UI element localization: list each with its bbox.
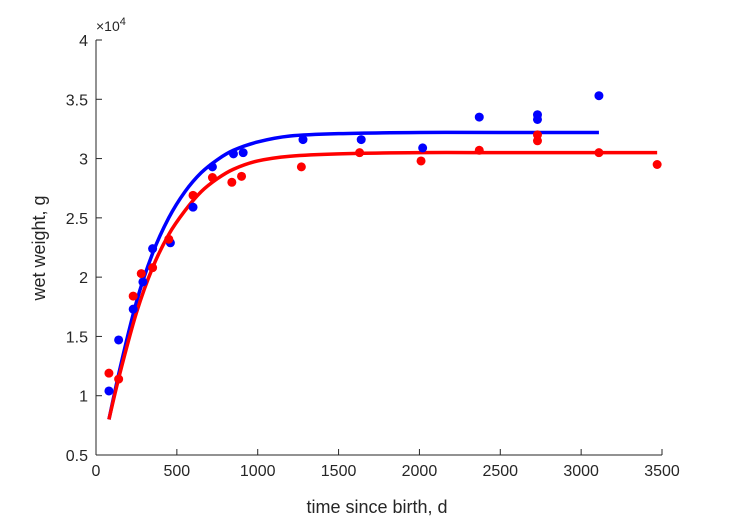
x-tick-label: 1500 [321, 463, 357, 480]
data-point-1 [164, 234, 174, 244]
x-axis-label: time since birth, d [306, 497, 447, 517]
data-point-0 [104, 386, 114, 396]
data-point-0 [532, 110, 542, 120]
fit-curve-0 [107, 130, 599, 420]
y-tick-label: 4 [79, 33, 88, 50]
data-point-1 [416, 156, 426, 166]
x-tick-label: 0 [92, 463, 101, 480]
data-point-1 [114, 374, 124, 384]
data-point-0 [138, 277, 148, 287]
data-point-0 [228, 149, 238, 159]
data-point-0 [128, 304, 138, 314]
x-tick-label: 500 [164, 463, 191, 480]
x-tick-label: 1000 [240, 463, 276, 480]
y-tick-label: 0.5 [66, 448, 88, 465]
data-point-1 [136, 269, 146, 279]
x-tick-label: 3000 [563, 463, 599, 480]
y-tick-label: 3 [79, 152, 88, 169]
data-point-1 [104, 368, 114, 378]
data-point-1 [227, 177, 237, 187]
data-point-1 [148, 263, 158, 273]
x-tick-label: 2500 [482, 463, 518, 480]
data-point-0 [356, 135, 366, 145]
data-point-0 [418, 143, 428, 153]
x-tick-label: 2000 [402, 463, 438, 480]
y-tick-label: 1.5 [66, 329, 88, 346]
data-point-0 [148, 244, 158, 254]
x-tick-label: 3500 [644, 463, 680, 480]
y-tick-label: 2.5 [66, 211, 88, 228]
data-point-1 [188, 190, 198, 200]
data-point-1 [207, 173, 217, 183]
y-multiplier-base: ×10 [96, 18, 120, 34]
y-tick-label: 1 [79, 389, 88, 406]
y-tick-label: 2 [79, 270, 88, 287]
data-point-0 [238, 148, 248, 158]
data-point-1 [652, 160, 662, 169]
data-point-0 [207, 162, 217, 172]
data-point-0 [114, 335, 124, 345]
data-point-1 [474, 145, 484, 155]
data-point-0 [474, 112, 484, 122]
data-point-0 [188, 202, 198, 212]
y-multiplier-exponent: 4 [120, 16, 126, 28]
data-point-1 [296, 162, 306, 172]
data-point-1 [355, 148, 365, 158]
data-point-1 [128, 291, 138, 301]
y-axis-label: wet weight, g [29, 195, 49, 301]
data-point-1 [237, 171, 247, 181]
y-tick-label: 3.5 [66, 92, 88, 109]
y-multiplier-label: ×104 [96, 16, 126, 34]
data-point-1 [594, 148, 604, 158]
data-point-0 [594, 91, 604, 101]
data-point-0 [298, 135, 308, 145]
plot-area: 0 500 1000 1500 2000 2500 3000 3500 0.5 1 1.5 2 2.5 3… [66, 33, 680, 480]
data-point-1 [532, 130, 542, 140]
